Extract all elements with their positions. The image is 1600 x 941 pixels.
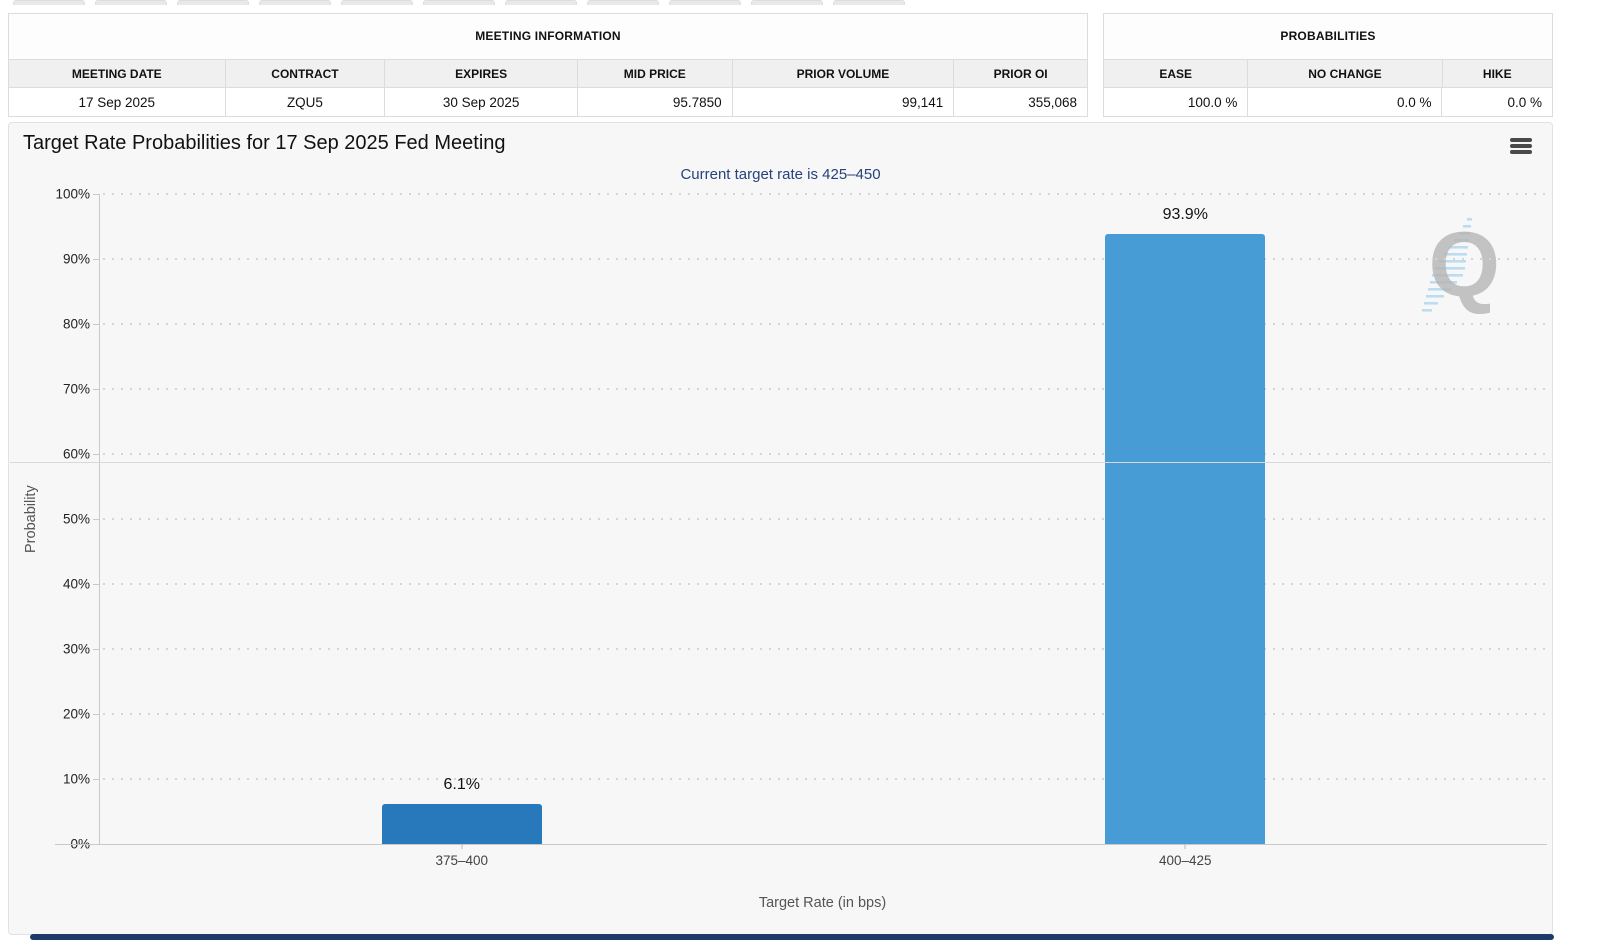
y-axis-label: 90% <box>62 251 90 267</box>
meeting-tab[interactable] <box>95 0 167 5</box>
gridline <box>103 583 1547 585</box>
meeting-tab[interactable] <box>751 0 823 5</box>
x-category-label: 400–425 <box>1158 853 1212 868</box>
y-axis-label: 30% <box>62 641 90 657</box>
gridline <box>103 648 1547 650</box>
meeting-tab[interactable] <box>669 0 741 5</box>
x-axis-title: Target Rate (in bps) <box>758 895 887 911</box>
probability-bar[interactable] <box>1105 233 1266 844</box>
meeting-information-table: MEETING INFORMATION MEETING DATE CONTRACT… <box>8 13 1088 117</box>
meeting-information-header: MEETING DATE CONTRACT EXPIRES MID PRICE PRIO… <box>9 60 1087 88</box>
probability-cell: 0.0 % <box>1507 94 1542 110</box>
bar-value-label: 93.9% <box>1162 205 1208 223</box>
y-axis-tick <box>93 779 100 780</box>
probability-col-header: HIKE <box>1482 66 1512 81</box>
probability-cell: 0.0 % <box>1248 88 1443 116</box>
x-axis-tick <box>461 844 463 849</box>
probabilities-row: 100.0 % 0.0 % 0.0 % <box>1104 88 1552 116</box>
chart-subtitle: Current target rate is 425–450 <box>680 166 881 183</box>
y-axis-label: 50% <box>62 511 90 527</box>
meeting-info-col-header: EXPIRES <box>385 60 578 87</box>
probabilities-table: PROBABILITIES EASE NO CHANGE HIKE 100.0 % 0… <box>1103 13 1553 117</box>
meeting-info-col-header: PRIOR OI <box>993 66 1048 81</box>
meeting-tab[interactable] <box>13 0 85 5</box>
y-axis-label: 20% <box>62 706 90 722</box>
gridline <box>103 518 1547 520</box>
meeting-tab[interactable] <box>423 0 495 5</box>
y-axis-tick <box>93 324 100 325</box>
gridline <box>103 323 1547 325</box>
bottom-scrollbar-thumb[interactable] <box>30 934 1554 940</box>
meeting-info-cell: 99,141 <box>733 88 955 116</box>
gridline <box>103 453 1547 455</box>
probability-col-header: NO CHANGE <box>1248 60 1443 87</box>
meeting-info-col-header: PRIOR VOLUME <box>733 60 955 87</box>
y-axis-tick <box>93 714 100 715</box>
x-category-label: 375–400 <box>435 853 489 868</box>
y-axis-label: 10% <box>62 771 90 787</box>
meeting-tab[interactable] <box>587 0 659 5</box>
y-axis-label: 100% <box>55 186 90 202</box>
probability-col-header: EASE <box>1104 60 1249 87</box>
meeting-info-cell: 95.7850 <box>578 88 733 116</box>
meeting-info-col-header: MID PRICE <box>578 60 733 87</box>
y-axis-tick <box>93 649 100 650</box>
meeting-info-cell: 30 Sep 2025 <box>385 88 578 116</box>
y-axis-tick <box>93 519 100 520</box>
meeting-tab[interactable] <box>833 0 905 5</box>
y-axis-label: 40% <box>62 576 90 592</box>
y-axis-tick <box>93 194 100 195</box>
gridline <box>103 388 1547 390</box>
meeting-tab[interactable] <box>259 0 331 5</box>
meeting-info-col-header: CONTRACT <box>226 60 386 87</box>
chart-title: Target Rate Probabilities for 17 Sep 202… <box>23 132 506 154</box>
y-axis-tick <box>93 259 100 260</box>
y-axis-label: 80% <box>62 316 90 332</box>
y-axis-tick <box>93 584 100 585</box>
gridline <box>103 778 1547 780</box>
probabilities-title: PROBABILITIES <box>1104 14 1552 60</box>
probability-bar[interactable] <box>381 804 542 844</box>
meeting-info-cell: 17 Sep 2025 <box>9 88 226 116</box>
meeting-info-cell: ZQU5 <box>226 88 386 116</box>
y-axis-tick <box>93 389 100 390</box>
y-axis-label: 60% <box>62 446 90 462</box>
meeting-information-title: MEETING INFORMATION <box>9 14 1087 60</box>
chart-card: Target Rate Probabilities for 17 Sep 202… <box>8 122 1553 935</box>
probabilities-header: EASE NO CHANGE HIKE <box>1104 60 1552 88</box>
meeting-information-row: 17 Sep 2025 ZQU5 30 Sep 2025 95.7850 99,141 3… <box>9 88 1087 116</box>
meeting-tab[interactable] <box>341 0 413 5</box>
reference-line <box>10 461 1551 463</box>
hamburger-menu-icon[interactable] <box>1510 138 1532 154</box>
y-axis-tick <box>93 454 100 455</box>
y-axis-label: 70% <box>62 381 90 397</box>
bar-value-label: 6.1% <box>443 776 480 794</box>
gridline <box>103 258 1547 260</box>
meeting-tab[interactable] <box>505 0 577 5</box>
meeting-info-cell: 355,068 <box>1028 94 1077 110</box>
gridline <box>103 193 1547 195</box>
meeting-info-col-header: MEETING DATE <box>9 60 226 87</box>
x-axis-line <box>55 844 99 845</box>
plot-area: 0% 10% 20% 30% 40% 50% 60% 70% 80% 90% 100% 6.1% 375… <box>55 187 1547 868</box>
meeting-tab[interactable] <box>177 0 249 5</box>
gridline <box>103 713 1547 715</box>
y-axis-title: Probability <box>23 485 39 553</box>
x-axis-tick <box>1184 844 1186 849</box>
probability-cell: 100.0 % <box>1104 88 1249 116</box>
